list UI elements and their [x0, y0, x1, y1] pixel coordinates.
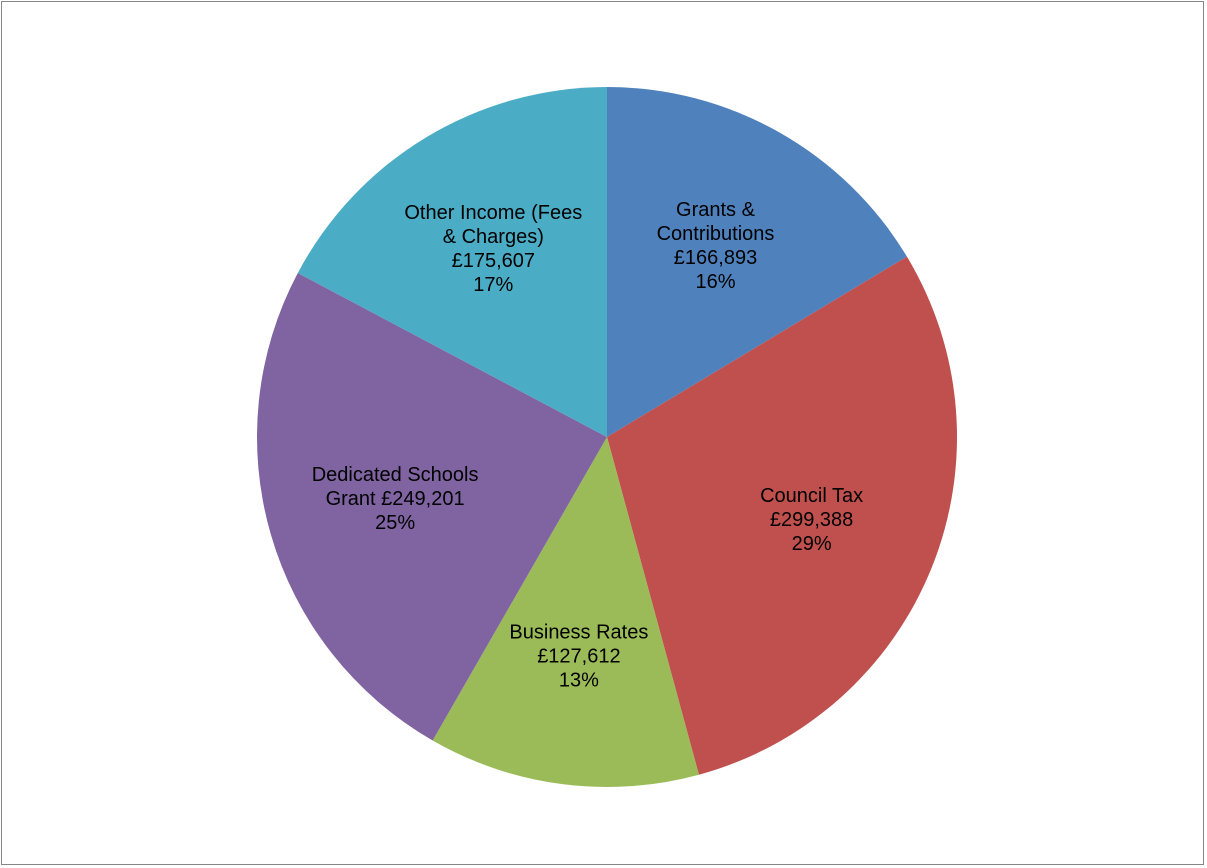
data-label-grants-contributions: Grants & Contributions £166,893 16%: [657, 199, 775, 293]
pie-slice-business-rates: [432, 437, 699, 788]
pie-slice-council-tax: [607, 256, 958, 775]
data-label-line: 17%: [473, 274, 513, 296]
pie-slice-grants-contributions: [607, 87, 907, 437]
data-label-line: £175,607: [452, 250, 535, 272]
data-label-line: Council Tax: [760, 485, 863, 507]
data-label-line: 13%: [559, 670, 599, 692]
data-label-line: 16%: [695, 271, 735, 293]
data-label-line: Business Rates: [509, 622, 648, 644]
data-label-business-rates: Business Rates £127,612 13%: [509, 622, 648, 692]
data-label-line: Dedicated Schools: [312, 464, 479, 486]
pie-labels: Grants & Contributions £166,893 16% Council …: [312, 199, 863, 692]
data-label-line: £127,612: [537, 646, 620, 668]
data-label-line: 25%: [375, 512, 415, 534]
data-label-line: £299,388: [770, 509, 853, 531]
data-label-line: Other Income (Fees: [404, 202, 582, 224]
data-label-line: Grants &: [676, 199, 756, 221]
data-label-line: & Charges): [443, 226, 544, 248]
pie-slice-other-income-fees-charges: [297, 86, 607, 437]
data-label-line: Contributions: [657, 223, 775, 245]
data-label-line: 29%: [792, 533, 832, 555]
data-label-council-tax: Council Tax £299,388 29%: [760, 485, 863, 555]
data-label-line: Grant £249,201: [326, 488, 465, 510]
data-label-line: £166,893: [674, 247, 757, 269]
pie-slice-dedicated-schools-grant: [256, 273, 607, 741]
pie-slices: [256, 86, 958, 788]
data-label-dedicated-schools-grant: Dedicated Schools Grant £249,201 25%: [312, 464, 479, 534]
data-label-other-income-fees-charges: Other Income (Fees & Charges) £175,607 17%: [404, 202, 582, 296]
